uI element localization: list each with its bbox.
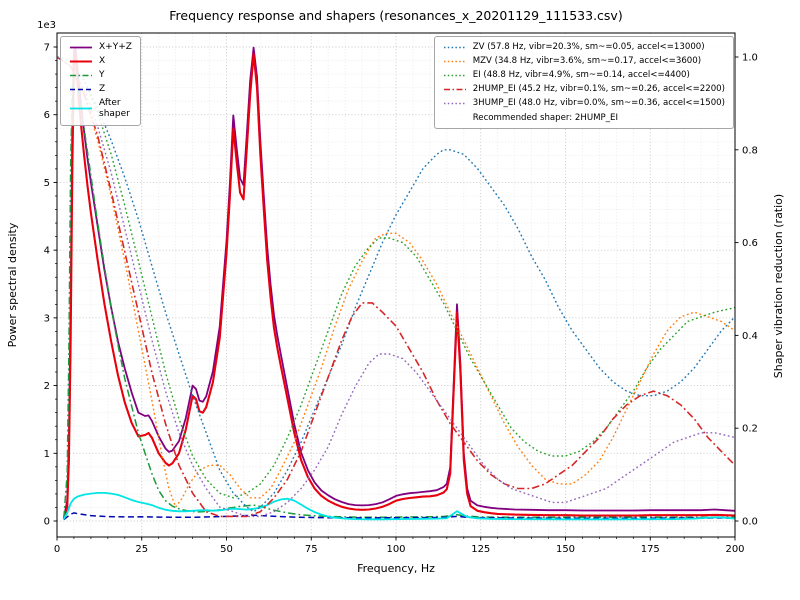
tick-label: 0.2 — [742, 424, 758, 435]
legend-item-label: X — [99, 56, 106, 67]
tick-label: 0.8 — [742, 145, 758, 156]
legend-psd-items: X+Y+Z X Y Z After shaper — [69, 42, 132, 120]
y-right-axis-label: Shaper vibration reduction (ratio) — [772, 194, 785, 378]
plot-area: 0 25 50 75 100 125 150 175 200 0 1 2 3 4 5 6 7 0.0 0.2 0.4 0… — [44, 32, 758, 556]
legend-item-label: X+Y+Z — [99, 42, 132, 53]
legend-item-y: Y — [69, 70, 132, 81]
series-after-shaper-line — [63, 491, 735, 521]
legend-line-sample-z — [70, 88, 92, 91]
legend-line-sample-ei — [443, 74, 466, 77]
tick-label: 50 — [220, 544, 233, 555]
tick-label: 0.6 — [742, 238, 758, 249]
legend-item-z: Z — [69, 84, 132, 95]
tick-label: 0.4 — [742, 331, 758, 342]
tick-label: 4 — [44, 246, 50, 257]
tick-label: 2 — [44, 381, 50, 392]
legend-line-sample-3hump-ei — [443, 102, 466, 105]
series-zv-line — [57, 56, 735, 513]
tick-label: 125 — [471, 544, 490, 555]
series-ei-line — [57, 56, 735, 499]
legend-item-label: 2HUMP_EI (45.2 Hz, vibr=0.1%, sm~=0.26, … — [472, 84, 725, 95]
legend-item-ei: EI (48.8 Hz, vibr=4.9%, sm~=0.14, accel<… — [443, 70, 725, 81]
series-y-line — [63, 73, 735, 519]
tick-label: 200 — [725, 544, 744, 555]
tick-label: 25 — [135, 544, 148, 555]
tick-label: 7 — [44, 43, 50, 54]
legend-item-zv: ZV (57.8 Hz, vibr=20.3%, sm~=0.05, accel… — [443, 42, 725, 53]
legend-item-after-shaper: After shaper — [69, 98, 132, 120]
legend-psd: X+Y+Z X Y Z After shaper — [60, 36, 141, 126]
legend-item-label: EI (48.8 Hz, vibr=4.9%, sm~=0.14, accel<… — [472, 70, 690, 81]
tick-label: 0 — [54, 544, 60, 555]
y-left-offset-label: 1e3 — [37, 20, 56, 31]
tick-label: 0 — [44, 517, 50, 528]
legend-item-2hump-ei: 2HUMP_EI (45.2 Hz, vibr=0.1%, sm~=0.26, … — [443, 84, 725, 95]
series-3hump-ei-line — [57, 56, 735, 518]
series-xyz-line — [62, 46, 735, 519]
legend-line-sample-x — [70, 60, 92, 63]
legend-item-label: MZV (34.8 Hz, vibr=3.6%, sm~=0.17, accel… — [472, 56, 702, 67]
x-axis-label: Frequency, Hz — [357, 562, 435, 575]
axis-ticks: 0 25 50 75 100 125 150 175 200 0 1 2 3 4 5 6 7 0.0 0.2 0.4 0… — [44, 43, 758, 556]
tick-label: 100 — [386, 544, 405, 555]
legend-item-label: Z — [99, 84, 106, 95]
legend-line-sample-2hump-ei — [443, 88, 466, 91]
y-left-axis-label: Power spectral density — [6, 222, 19, 347]
tick-label: 75 — [305, 544, 318, 555]
legend-item-x: X — [69, 56, 132, 67]
legend-item-label: After shaper — [99, 98, 130, 119]
legend-item-3hump-ei: 3HUMP_EI (48.0 Hz, vibr=0.0%, sm~=0.36, … — [443, 98, 725, 109]
legend-recommended-note: Recommended shaper: 2HUMP_EI — [472, 113, 618, 123]
tick-label: 1 — [44, 449, 50, 460]
legend-item-xyz: X+Y+Z — [69, 42, 132, 53]
legend-shapers: ZV (57.8 Hz, vibr=20.3%, sm~=0.05, accel… — [433, 36, 734, 129]
series-x-line — [62, 52, 735, 520]
legend-item-label: 3HUMP_EI (48.0 Hz, vibr=0.0%, sm~=0.36, … — [472, 98, 725, 109]
tick-label: 3 — [44, 313, 50, 324]
legend-item-label: ZV (57.8 Hz, vibr=20.3%, sm~=0.05, accel… — [472, 42, 705, 53]
tick-label: 150 — [556, 544, 575, 555]
legend-line-sample-y — [70, 74, 92, 77]
legend-item-label: Y — [99, 70, 105, 81]
legend-line-sample-xyz — [70, 46, 92, 49]
tick-label: 6 — [44, 110, 50, 121]
series-mzv-line — [57, 56, 735, 508]
tick-label: 1.0 — [742, 53, 758, 64]
legend-line-sample-after-shaper — [70, 107, 92, 110]
series-lines — [57, 46, 735, 521]
series-z-line — [63, 512, 735, 521]
tick-label: 0.0 — [742, 517, 758, 528]
legend-line-sample-zv — [443, 46, 466, 49]
chart-title: Frequency response and shapers (resonanc… — [169, 8, 622, 23]
tick-label: 175 — [641, 544, 660, 555]
legend-shapers-items: ZV (57.8 Hz, vibr=20.3%, sm~=0.05, accel… — [443, 42, 725, 109]
legend-line-sample-mzv — [443, 60, 466, 63]
tick-label: 5 — [44, 178, 50, 189]
series-2hump-ei-line — [57, 56, 735, 518]
legend-item-mzv: MZV (34.8 Hz, vibr=3.6%, sm~=0.17, accel… — [443, 56, 725, 67]
